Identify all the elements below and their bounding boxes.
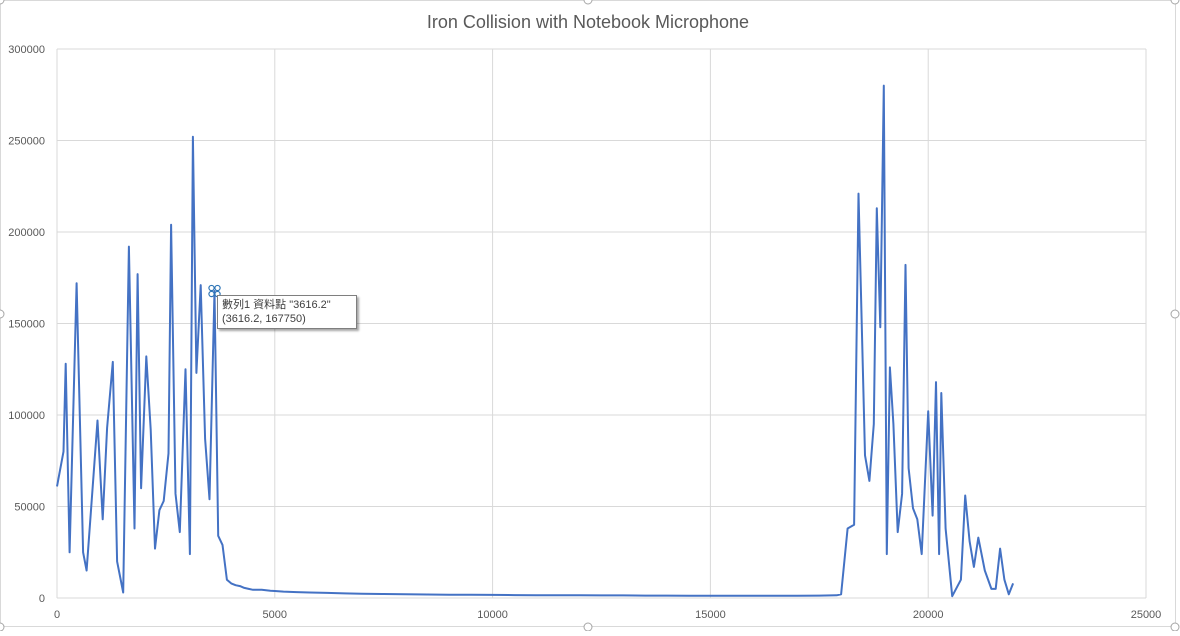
y-tick-label: 100000 <box>8 410 45 422</box>
y-tick-label: 50000 <box>14 502 45 514</box>
y-axis-tick-labels: 0 50000 100000 150000 200000 250000 300000 <box>8 44 45 605</box>
selection-marker-dot <box>208 284 215 292</box>
resize-handle[interactable] <box>1170 0 1180 5</box>
selection-marker-dot <box>208 290 215 298</box>
tooltip-coordinates: (3616.2, 167750) <box>222 313 306 325</box>
x-tick-label: 15000 <box>695 609 726 621</box>
x-tick-label: 5000 <box>263 609 287 621</box>
y-tick-label: 0 <box>39 593 45 605</box>
series-line[interactable] <box>56 84 1015 598</box>
y-tick-label: 300000 <box>8 44 45 56</box>
gridlines <box>56 48 1147 599</box>
resize-handle[interactable] <box>0 622 5 632</box>
selected-data-point-marker[interactable] <box>208 284 221 298</box>
resize-handle[interactable] <box>0 0 5 5</box>
resize-handle[interactable] <box>583 0 593 5</box>
x-tick-label: 10000 <box>477 609 508 621</box>
data-point-tooltip: 數列1 資料點 "3616.2" (3616.2, 167750) <box>217 295 357 329</box>
chart-title: Iron Collision with Notebook Microphone <box>427 12 749 32</box>
y-tick-label: 200000 <box>8 227 45 239</box>
x-tick-label: 25000 <box>1131 609 1162 621</box>
resize-handle[interactable] <box>0 309 5 319</box>
x-tick-label: 20000 <box>913 609 944 621</box>
y-tick-label: 250000 <box>8 136 45 148</box>
selection-marker-dot <box>214 284 221 292</box>
tooltip-series-point-label: 數列1 資料點 "3616.2" <box>222 299 331 311</box>
x-axis-tick-labels: 0 5000 10000 15000 20000 25000 <box>54 609 1161 621</box>
resize-handle[interactable] <box>1170 309 1180 319</box>
y-tick-label: 150000 <box>8 319 45 331</box>
x-tick-label: 0 <box>54 609 60 621</box>
series-1[interactable] <box>56 84 1015 598</box>
resize-handle[interactable] <box>583 622 593 632</box>
resize-handle[interactable] <box>1170 622 1180 632</box>
